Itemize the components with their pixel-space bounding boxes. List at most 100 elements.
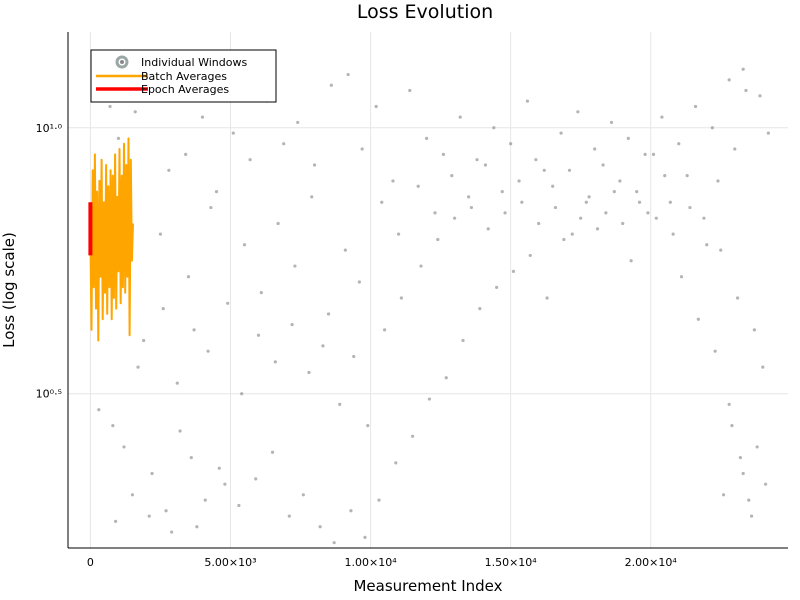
scatter-point [733, 147, 737, 151]
scatter-point [509, 142, 513, 146]
scatter-point [441, 152, 446, 156]
y-axis-label: Loss (log scale) [0, 232, 18, 348]
scatter-point [553, 205, 558, 210]
scatter-point [259, 291, 263, 295]
scatter-point [366, 424, 370, 428]
scatter-point [534, 158, 538, 162]
scatter-point [329, 83, 333, 87]
scatter-point [744, 88, 748, 93]
scatter-point [467, 195, 471, 199]
scatter-point [321, 344, 325, 348]
scatter-point [377, 498, 381, 502]
scatter-point [276, 221, 280, 226]
scatter-point [352, 354, 356, 359]
scatter-point [710, 126, 714, 130]
scatter-point [727, 402, 731, 406]
scatter-point [668, 200, 672, 204]
scatter-point [738, 455, 742, 460]
scatter-point [256, 333, 261, 337]
scatter-point [500, 189, 504, 194]
scatter-point [559, 131, 563, 135]
scatter-point [382, 328, 387, 332]
legend-label-epoch-averages: Epoch Averages [141, 83, 229, 96]
scatter-point [677, 142, 681, 146]
scatter-point [223, 482, 227, 486]
scatter-point [410, 434, 415, 438]
scatter-point [542, 168, 546, 172]
scatter-point [130, 493, 135, 497]
scatter-point [147, 514, 151, 518]
scatter-point [332, 541, 336, 545]
scatter-point [693, 104, 698, 109]
scatter-point [747, 498, 751, 502]
scatter-point [231, 131, 235, 135]
scatter-point [254, 477, 258, 481]
scatter-point [752, 328, 756, 332]
scatter-point [290, 322, 294, 327]
scatter-point [394, 461, 398, 465]
scatter-point [702, 216, 706, 220]
legend-entry-individual-windows: Individual Windows [115, 55, 247, 69]
scatter-point [511, 269, 516, 273]
scatter-point [433, 211, 437, 215]
scatter-point [595, 227, 600, 231]
scatter-point [419, 264, 423, 268]
scatter-point [111, 424, 115, 428]
scatter-point [635, 189, 639, 194]
scatter-point [444, 376, 448, 380]
scatter-point [713, 349, 717, 353]
legend-label-batch-averages: Batch Averages [141, 70, 227, 83]
grid [68, 32, 788, 548]
y-tick-label: 10¹·⁰ [36, 122, 63, 135]
scatter-point [721, 493, 726, 497]
scatter-point [660, 115, 664, 119]
scatter-point [287, 514, 291, 518]
x-tick-labels: 0 5.00×10³ 1.00×10⁴ 1.50×10⁴ 2.00×10⁴ [87, 556, 677, 569]
scatter-point [293, 264, 297, 268]
scatter-point [122, 445, 126, 449]
scatter-point [705, 243, 709, 247]
scatter-point [416, 184, 420, 188]
chart-title: Loss Evolution [357, 1, 493, 23]
scatter-point [226, 301, 230, 305]
legend-marker-individual-windows [115, 55, 129, 69]
scatter-point [108, 104, 112, 109]
scatter-point [576, 110, 580, 114]
scatter-point [528, 253, 532, 258]
scatter-point [525, 99, 530, 103]
scatter-point [167, 168, 171, 172]
scatter-points [97, 67, 770, 545]
scatter-point [296, 120, 300, 125]
scatter-point [424, 136, 429, 140]
scatter-point [629, 259, 633, 263]
legend-entry-epoch-averages: Epoch Averages [96, 83, 229, 96]
scatter-point [380, 200, 384, 204]
scatter-point [209, 205, 213, 210]
scatter-point [741, 471, 745, 476]
scatter-point [195, 525, 199, 529]
scatter-point [469, 205, 474, 210]
scatter-point [312, 163, 317, 167]
scatter-point [203, 498, 207, 502]
scatter-point [206, 349, 210, 353]
scatter-point [545, 296, 549, 300]
scatter-point [237, 503, 241, 508]
scatter-point [326, 312, 331, 316]
legend: Individual Windows Batch Averages Epoch … [90, 49, 277, 103]
scatter-point [495, 285, 499, 289]
scatter-point [517, 179, 521, 183]
scatter-point [273, 360, 277, 364]
scatter-point [758, 94, 762, 98]
scatter-point [189, 455, 193, 460]
x-tick-label: 5.00×10³ [204, 556, 256, 569]
scatter-point [164, 509, 168, 513]
scatter-point [301, 493, 305, 497]
scatter-point [242, 243, 247, 247]
batch-average-line [89, 137, 134, 342]
scatter-point [520, 200, 524, 204]
scatter-point [240, 392, 244, 396]
scatter-point [158, 232, 163, 236]
scatter-point [735, 296, 740, 300]
scatter-point [730, 424, 734, 428]
scatter-point [136, 365, 140, 369]
